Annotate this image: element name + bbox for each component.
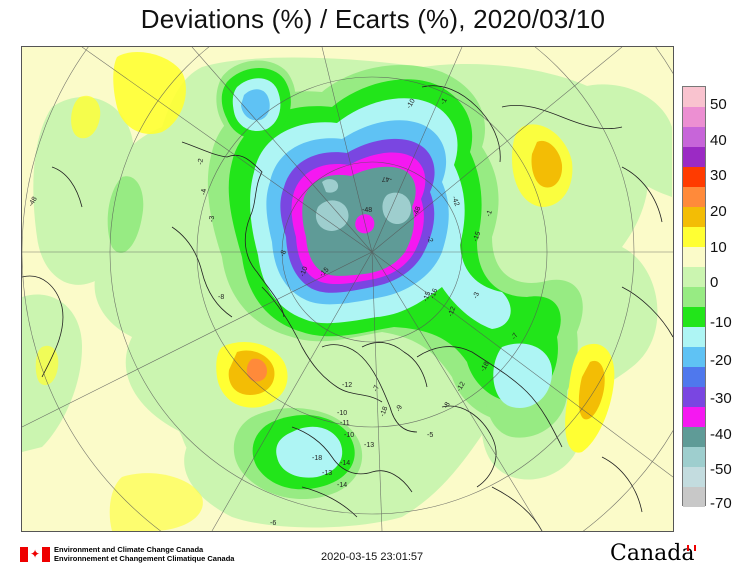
positive-anomaly-areas <box>35 52 615 531</box>
legend-swatch <box>683 107 705 127</box>
legend-label: -50 <box>710 461 732 479</box>
legend-swatch <box>683 147 705 167</box>
department-signature: ✦ Environment and Climate Change Canada … <box>20 545 235 563</box>
legend-swatch <box>683 407 705 427</box>
contour-label: -3 <box>209 216 216 222</box>
contour-label: -48 <box>412 206 422 218</box>
contour-label: -15 <box>422 291 432 303</box>
wordmark-text: Canada <box>610 541 695 566</box>
legend-swatch <box>683 127 705 147</box>
legend-label: -40 <box>710 425 732 443</box>
legend-swatch <box>683 247 705 267</box>
legend-swatch <box>683 387 705 407</box>
canada-flag-icon: ✦ <box>20 547 50 562</box>
graticule <box>22 47 673 531</box>
wordmark-flag-icon <box>687 545 697 551</box>
legend-swatch <box>683 307 705 327</box>
legend-swatch <box>683 287 705 307</box>
contour-label: -13 <box>364 442 374 449</box>
contour-label: -42 <box>450 195 460 207</box>
contour-label: -12 <box>447 306 457 318</box>
contour-label: -18 <box>379 406 389 418</box>
contour-label: -8 <box>279 249 288 257</box>
contour-label: -11 <box>340 420 350 427</box>
legend-label: 50 <box>710 95 727 113</box>
contour-label: -48 <box>28 196 39 208</box>
legend-swatch <box>683 367 705 387</box>
contour-label: -2 <box>197 158 205 165</box>
chart-title: Deviations (%) / Ecarts (%), 2020/03/10 <box>140 4 606 34</box>
contour-label: -10 <box>406 98 417 110</box>
contour-label: -3 <box>472 291 481 299</box>
legend-label: 0 <box>710 274 719 292</box>
contour-label: -10 <box>337 410 347 417</box>
legend-swatch <box>683 207 705 227</box>
legend-swatch <box>683 467 705 487</box>
contour-label: -2 <box>425 235 434 243</box>
department-name-fr: Environnement et Changement Climatique C… <box>54 553 235 563</box>
contour-label: -12 <box>342 382 352 389</box>
legend-swatch <box>683 327 705 347</box>
contour-label: -47 <box>382 175 392 182</box>
contour-label: -8 <box>218 294 224 301</box>
contour-label: -7 <box>511 332 520 341</box>
contour-label: -4 <box>201 189 208 195</box>
legend-label: -10 <box>710 314 732 332</box>
contour-label: -10 <box>344 432 354 439</box>
issue-timestamp: 2020-03-15 23:01:57 <box>321 551 424 563</box>
legend-label: 20 <box>710 203 727 220</box>
legend-label: -20 <box>710 352 732 370</box>
coastlines <box>22 85 673 531</box>
canada-wordmark: Canada <box>610 541 697 566</box>
contour-label: -14 <box>337 482 347 489</box>
color-legend: 50 40 30 20 10 0 -10 -20 -30 -40 -50 -70 <box>682 86 746 512</box>
legend-swatch <box>683 167 705 187</box>
contour-label: -14 <box>340 460 350 467</box>
contour-label: -1 <box>440 97 449 106</box>
contour-label: -12 <box>456 381 467 393</box>
legend-swatch <box>683 87 705 107</box>
contour-label: -6 <box>270 520 276 527</box>
legend-swatch <box>683 187 705 207</box>
legend-label: 30 <box>710 167 727 185</box>
legend-swatch <box>683 227 705 247</box>
legend-swatch <box>683 347 705 367</box>
contour-label: -48 <box>362 207 372 214</box>
contour-label: -7 <box>372 384 381 392</box>
legend-swatch <box>683 267 705 287</box>
deviation-map[interactable]: -10 -1 -15 -15 -16 -12 -3 -1 -7 -18 -12 … <box>21 46 674 532</box>
legend-swatch <box>683 487 705 507</box>
minus-fifty-core <box>302 166 416 276</box>
contour-label: -16 <box>429 288 439 300</box>
contour-label: -10 <box>299 266 309 278</box>
legend-label: 10 <box>710 238 727 256</box>
legend-swatch <box>683 427 705 447</box>
contour-label: -1 <box>485 209 494 217</box>
legend-label: -30 <box>710 389 732 407</box>
legend-swatch <box>683 447 705 467</box>
legend-label: -70 <box>710 494 732 512</box>
legend-color-bar <box>682 86 706 507</box>
legend-label: 40 <box>710 131 727 149</box>
contour-label: -18 <box>312 455 322 462</box>
contour-label: -9 <box>395 404 404 412</box>
contour-label: -8 <box>443 401 452 410</box>
contour-label: -15 <box>472 231 482 243</box>
contour-label: -18 <box>480 361 491 373</box>
contour-label: -5 <box>427 432 433 439</box>
contour-label: -13 <box>322 470 332 477</box>
department-name-en: Environment and Climate Change Canada <box>54 545 204 554</box>
